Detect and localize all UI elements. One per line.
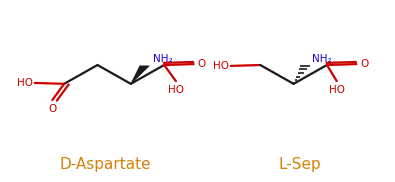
Text: HO: HO xyxy=(213,61,229,71)
Polygon shape xyxy=(131,66,149,84)
Text: O: O xyxy=(360,59,369,69)
Text: HO: HO xyxy=(168,85,184,95)
Text: O: O xyxy=(198,59,206,69)
Text: HO: HO xyxy=(329,85,345,95)
Text: NH₂: NH₂ xyxy=(312,54,332,64)
Text: NH₂: NH₂ xyxy=(153,54,173,64)
Text: L-Sep: L-Sep xyxy=(278,157,321,172)
Text: O: O xyxy=(48,104,56,114)
Text: HO: HO xyxy=(17,78,33,88)
Text: D-Aspartate: D-Aspartate xyxy=(60,157,151,172)
